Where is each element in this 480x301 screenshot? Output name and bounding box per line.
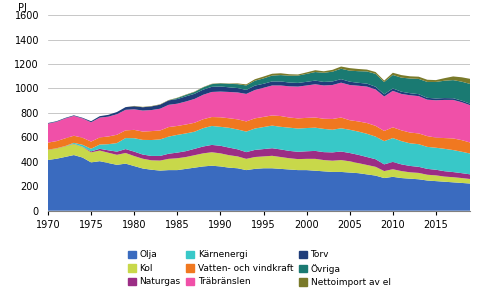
Legend: Olja, Kol, Naturgas, Kärnenergi, Vatten- och vindkraft, Träbränslen, Torv, Övrig: Olja, Kol, Naturgas, Kärnenergi, Vatten-…	[128, 250, 391, 287]
Text: PJ: PJ	[18, 3, 27, 13]
